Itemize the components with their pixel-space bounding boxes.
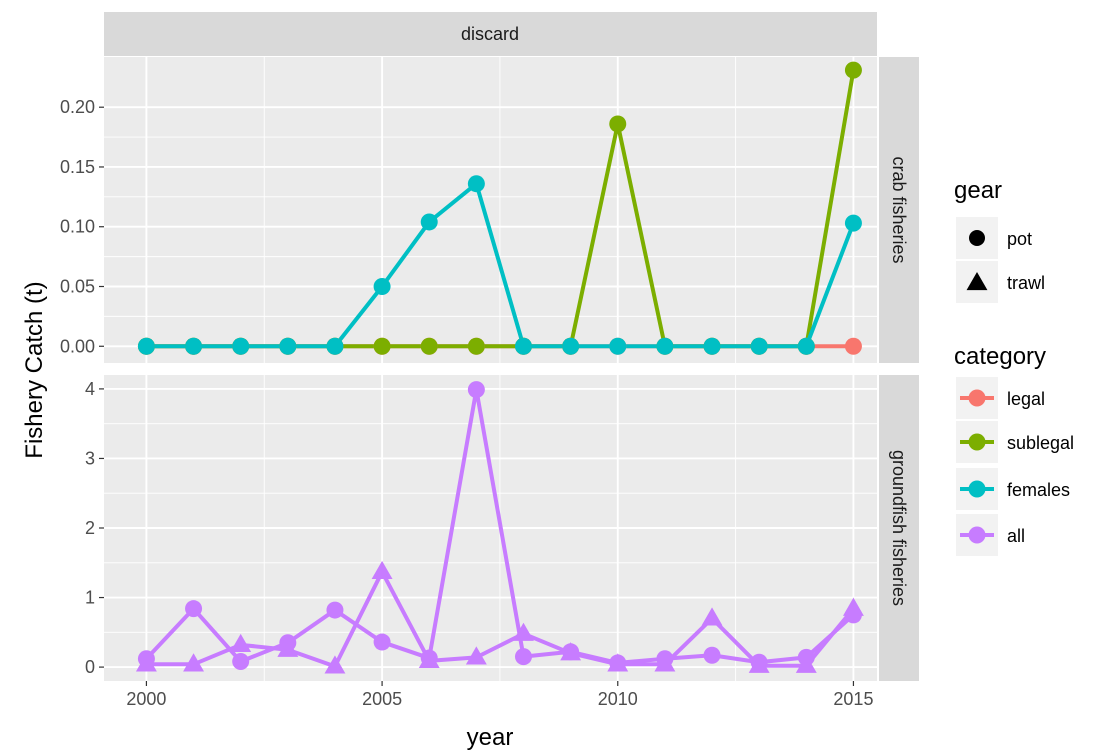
data-point-females-pot bbox=[137, 337, 155, 355]
data-point-females-pot bbox=[185, 337, 203, 355]
x-tick-label: 2010 bbox=[598, 689, 638, 709]
data-point-all-trawl bbox=[795, 654, 817, 673]
y-tick-label: 3 bbox=[85, 448, 95, 468]
y-tick-label: 0.00 bbox=[60, 336, 95, 356]
data-point-all-trawl bbox=[371, 560, 393, 579]
series-line-all-pot bbox=[144, 387, 855, 665]
data-point-sublegal-pot bbox=[420, 337, 438, 355]
data-point-all-trawl bbox=[183, 653, 205, 672]
y-axis-title: Fishery Catch (t) bbox=[21, 281, 48, 458]
facet-strip-top-label: discard bbox=[461, 24, 519, 44]
legend-label-gear: pot bbox=[1007, 229, 1032, 249]
legend-label-category: females bbox=[1007, 480, 1070, 500]
facet-strip-right bbox=[879, 375, 919, 681]
data-point-females-pot bbox=[326, 337, 344, 355]
data-point-all-trawl bbox=[654, 653, 676, 672]
data-point-sublegal-pot bbox=[467, 337, 485, 355]
data-point-all-trawl bbox=[842, 597, 864, 616]
x-tick-label: 2005 bbox=[362, 689, 402, 709]
legend-key-circle bbox=[968, 433, 986, 451]
data-point-all-trawl bbox=[230, 633, 252, 652]
facet-strip-right-label: groundfish fisheries bbox=[889, 450, 909, 606]
legend-key-circle bbox=[968, 526, 986, 544]
y-tick-label: 0.15 bbox=[60, 157, 95, 177]
data-point-females-pot bbox=[656, 337, 674, 355]
y-tick-label: 0.05 bbox=[60, 277, 95, 297]
legend-key-circle bbox=[968, 389, 986, 407]
legend-key-triangle bbox=[966, 272, 988, 291]
panel-crab-fisheries: 0.00 0.05 0.10 0.15 0.20 crab fisheries bbox=[60, 57, 919, 363]
data-point-legal-pot bbox=[844, 337, 862, 355]
data-point-females-pot bbox=[562, 337, 580, 355]
data-point-all-trawl bbox=[135, 653, 157, 672]
data-point-all-pot bbox=[514, 648, 532, 666]
data-point-all-trawl bbox=[560, 642, 582, 661]
data-point-females-pot bbox=[703, 337, 721, 355]
panel-groundfish-fisheries: 0 1 2 3 4 groundfish fisheries bbox=[85, 375, 919, 681]
x-axis-title: year bbox=[467, 724, 514, 751]
legend-title-gear: gear bbox=[954, 177, 1002, 204]
legend-key-circle bbox=[969, 230, 985, 246]
data-point-all-pot bbox=[326, 601, 344, 619]
data-point-females-pot bbox=[279, 337, 297, 355]
data-point-females-pot bbox=[514, 337, 532, 355]
series-line-all-trawl bbox=[146, 569, 855, 669]
legend-label-gear: trawl bbox=[1007, 273, 1045, 293]
y-tick-label: 1 bbox=[85, 588, 95, 608]
y-tick-label: 0.20 bbox=[60, 97, 95, 117]
data-point-all-trawl bbox=[324, 655, 346, 674]
y-tick-label: 2 bbox=[85, 518, 95, 538]
data-point-females-pot bbox=[467, 175, 485, 193]
data-point-sublegal-pot bbox=[609, 115, 627, 133]
data-point-all-trawl bbox=[418, 649, 440, 668]
data-point-all-trawl bbox=[701, 607, 723, 626]
data-point-females-pot bbox=[420, 213, 438, 231]
data-point-all-trawl bbox=[277, 638, 299, 657]
facet-strip-top bbox=[104, 12, 877, 56]
series-line-females-pot bbox=[146, 181, 856, 349]
legend-title-category: category bbox=[954, 343, 1046, 370]
data-point-females-pot bbox=[797, 337, 815, 355]
data-point-all-pot bbox=[185, 600, 203, 618]
x-tick-label: 2000 bbox=[126, 689, 166, 709]
data-point-all-trawl bbox=[465, 646, 487, 665]
data-point-all-pot bbox=[232, 653, 250, 671]
data-point-females-pot bbox=[750, 337, 768, 355]
data-point-sublegal-pot bbox=[373, 337, 391, 355]
data-point-all-pot bbox=[703, 646, 721, 664]
data-point-females-pot bbox=[609, 337, 627, 355]
legend-key-circle bbox=[968, 480, 986, 498]
facet-strip-right-label: crab fisheries bbox=[889, 156, 909, 263]
legend-label-category: all bbox=[1007, 526, 1025, 546]
legend: gear pot trawl category legal sublegal fema… bbox=[954, 177, 1074, 556]
data-point-sublegal-pot bbox=[844, 61, 862, 79]
data-point-females-pot bbox=[373, 278, 391, 295]
data-point-all-trawl bbox=[748, 654, 770, 673]
facet-strip-right bbox=[879, 57, 919, 363]
data-point-females-pot bbox=[844, 214, 862, 232]
data-point-all-trawl bbox=[513, 622, 534, 641]
y-tick-label: 4 bbox=[85, 379, 95, 399]
legend-label-category: sublegal bbox=[1007, 433, 1074, 453]
y-tick-label: 0.10 bbox=[60, 217, 95, 237]
y-tick-label: 0 bbox=[85, 657, 95, 677]
data-point-all-pot bbox=[373, 633, 391, 651]
legend-label-category: legal bbox=[1007, 389, 1045, 409]
data-point-females-pot bbox=[232, 337, 250, 355]
panel-background bbox=[104, 57, 877, 363]
data-point-all-trawl bbox=[607, 653, 629, 672]
x-tick-label: 2015 bbox=[833, 689, 873, 709]
data-point-all-pot bbox=[467, 381, 485, 399]
